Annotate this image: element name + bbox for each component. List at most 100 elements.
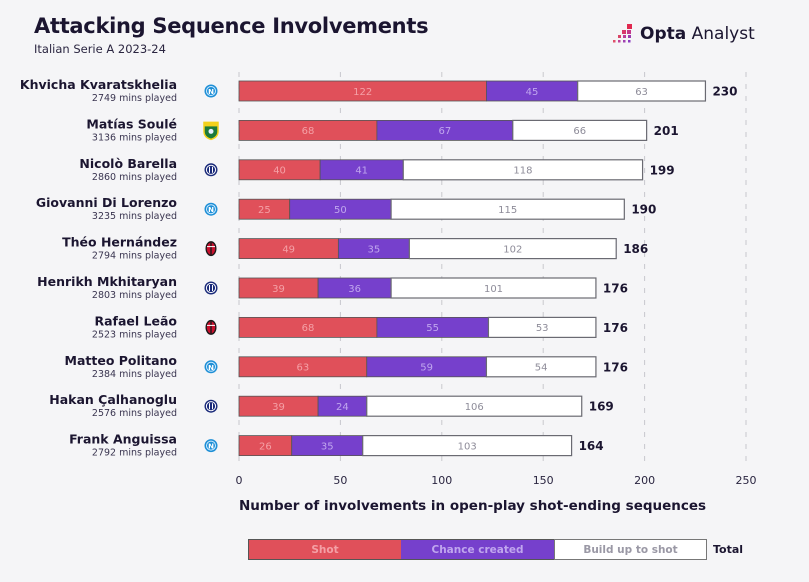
opta-analyst-logo: Opta Analyst <box>610 20 755 48</box>
bar-segment-chance-created-label: 41 <box>355 166 368 177</box>
total-label: 186 <box>623 242 648 256</box>
inter-badge-ring <box>205 401 217 412</box>
frosinone-badge-band <box>204 122 218 127</box>
legend-build-up: Build up to shot <box>554 539 707 560</box>
napoli-badge-icon-ring <box>206 361 216 372</box>
bar-segment-chance-created-label: 67 <box>438 126 451 137</box>
total-label: 199 <box>650 163 675 177</box>
minutes-played: 3136 mins played <box>92 132 177 143</box>
x-tick-label: 250 <box>736 474 757 487</box>
bar-segment-build-up-label: 103 <box>458 441 477 452</box>
legend-total: Total <box>713 543 744 556</box>
x-tick-label: 100 <box>431 474 452 487</box>
bar-segment-shot-label: 122 <box>353 87 372 98</box>
bar-segment-chance-created-label: 24 <box>336 402 349 413</box>
x-tick-label: 0 <box>236 474 243 487</box>
bar-segment-shot-label: 63 <box>297 363 310 374</box>
napoli-badge-icon-ring <box>206 86 216 96</box>
total-label: 176 <box>603 321 628 335</box>
inter-badge-ring <box>205 164 217 175</box>
bar-segment-build-up <box>402 159 644 181</box>
napoli-badge-letter: N <box>208 443 214 451</box>
logo-text: Opta Analyst <box>640 24 755 44</box>
bar-segment-chance-created-label: 35 <box>367 244 380 255</box>
x-tick-label: 150 <box>533 474 554 487</box>
bar-segment-build-up-label: 102 <box>503 244 522 255</box>
legend-chance-created: Chance created <box>401 539 554 560</box>
minutes-played: 3235 mins played <box>92 211 177 222</box>
bar-segment-build-up <box>512 119 648 142</box>
total-label: 176 <box>603 282 628 296</box>
logo-text-bold: Opta <box>640 24 687 44</box>
chart-title: Attacking Sequence Involvements <box>34 14 429 38</box>
minutes-played: 2384 mins played <box>92 369 177 380</box>
minutes-played: 2860 mins played <box>92 172 177 183</box>
bar-segment-shot-label: 25 <box>258 205 271 216</box>
bar-segment-build-up <box>390 198 625 220</box>
inter-badge-ring <box>205 282 217 294</box>
bar-segment-chance-created-label: 55 <box>426 323 439 334</box>
bar-segment-build-up <box>485 356 597 378</box>
napoli-badge-letter: N <box>208 364 214 372</box>
bar-segment-build-up-label: 118 <box>513 166 532 177</box>
bar-segment-build-up <box>366 395 583 417</box>
frosinone-badge-lion <box>208 128 214 134</box>
napoli-badge-letter: N <box>208 88 214 96</box>
player-name: Giovanni Di Lorenzo <box>36 195 178 210</box>
bar-segment-chance-created-label: 35 <box>321 441 334 452</box>
bar-segment-build-up-label: 54 <box>535 363 548 374</box>
napoli-badge-icon-ring <box>206 440 216 451</box>
total-label: 230 <box>712 85 737 99</box>
player-name: Matías Soulé <box>86 116 177 131</box>
bar-segment-build-up <box>487 316 597 338</box>
player-name: Henrikh Mkhitaryan <box>37 274 177 289</box>
bar-segment-chance-created-label: 50 <box>334 205 347 216</box>
bar-segment-build-up <box>577 80 707 102</box>
x-tick-label: 200 <box>634 474 655 487</box>
bar-segment-build-up <box>390 277 597 299</box>
bar-segment-build-up <box>408 238 617 260</box>
player-name: Rafael Leão <box>94 313 177 328</box>
bar-segment-build-up-label: 63 <box>635 87 648 98</box>
player-name: Théo Hernández <box>62 235 177 250</box>
bar-segment-shot-label: 68 <box>302 126 315 137</box>
total-label: 190 <box>631 203 656 217</box>
minutes-played: 2794 mins played <box>92 251 177 262</box>
legend-shot: Shot <box>248 539 401 560</box>
bar-segment-chance-created-label: 45 <box>526 87 539 98</box>
bar-segment-shot-label: 39 <box>272 284 285 295</box>
bar-segment-build-up-label: 106 <box>465 402 484 413</box>
bar-segment-shot-label: 26 <box>259 441 272 452</box>
x-axis-label: Number of involvements in open-play shot… <box>239 498 707 514</box>
player-name: Frank Anguissa <box>69 432 177 447</box>
napoli-badge-letter: N <box>208 206 214 214</box>
bar-segment-chance-created-label: 36 <box>348 284 361 295</box>
bar-segment-build-up-label: 53 <box>536 323 549 334</box>
x-tick-label: 50 <box>333 474 347 487</box>
total-label: 169 <box>589 400 614 414</box>
total-label: 176 <box>603 360 628 374</box>
total-label: 201 <box>654 124 679 138</box>
logo-text-light: Analyst <box>686 24 755 44</box>
player-name: Khvicha Kvaratskhelia <box>20 77 177 92</box>
bar-segment-shot-label: 68 <box>302 323 315 334</box>
napoli-badge-icon-ring <box>206 204 216 215</box>
legend: Shot Chance created Build up to shot Tot… <box>248 539 743 560</box>
chart-subtitle: Italian Serie A 2023-24 <box>34 42 166 56</box>
minutes-played: 2576 mins played <box>92 408 177 419</box>
bar-segment-build-up-label: 115 <box>498 205 517 216</box>
minutes-played: 2803 mins played <box>92 290 177 301</box>
bar-segment-chance-created-label: 59 <box>420 363 433 374</box>
bar-segment-shot-label: 49 <box>282 244 295 255</box>
minutes-played: 2749 mins played <box>92 93 177 104</box>
bar-segment-shot-label: 40 <box>273 166 286 177</box>
minutes-played: 2792 mins played <box>92 448 177 459</box>
minutes-played: 2523 mins played <box>92 329 177 340</box>
bar-segment-shot-label: 39 <box>272 402 285 413</box>
bar-segment-build-up <box>362 435 573 457</box>
bar-segment-build-up-label: 66 <box>573 126 586 137</box>
player-name: Matteo Politano <box>65 353 178 368</box>
bar-segment-build-up-label: 101 <box>484 284 503 295</box>
player-name: Nicolò Barella <box>79 156 177 171</box>
